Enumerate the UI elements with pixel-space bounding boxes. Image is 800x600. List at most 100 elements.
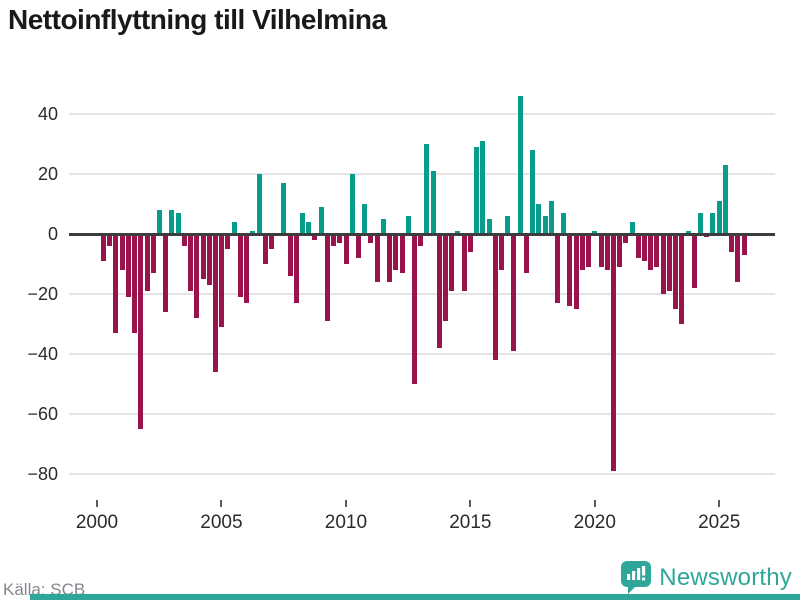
bar xyxy=(623,234,629,243)
bar xyxy=(188,234,194,291)
x-axis-tick xyxy=(718,500,721,507)
y-axis-tick-label: 40 xyxy=(37,104,58,124)
bar xyxy=(430,171,436,234)
bar xyxy=(150,234,156,273)
bar xyxy=(642,234,647,261)
bar xyxy=(157,210,162,234)
y-axis-tick-label: −20 xyxy=(27,284,58,304)
bar xyxy=(268,234,274,249)
bar xyxy=(716,201,722,234)
bar xyxy=(729,234,735,252)
zero-axis-line xyxy=(69,232,775,236)
bar xyxy=(212,234,218,372)
bar xyxy=(281,183,287,234)
bar xyxy=(163,234,169,312)
bar xyxy=(132,234,138,333)
bar xyxy=(704,234,710,237)
bar xyxy=(536,204,542,234)
bar xyxy=(629,222,635,234)
bar xyxy=(461,234,467,291)
gridline xyxy=(69,473,775,475)
bar xyxy=(125,234,131,297)
bar xyxy=(654,234,660,267)
bar xyxy=(579,234,585,270)
bar xyxy=(231,222,237,234)
bar xyxy=(673,234,679,309)
bar xyxy=(474,147,480,234)
bar xyxy=(735,234,741,282)
chart-title: Nettoinflyttning till Vilhelmina xyxy=(8,4,387,35)
bottom-accent-strip xyxy=(30,594,800,600)
bar xyxy=(175,213,181,234)
bar xyxy=(144,234,150,291)
bar xyxy=(486,219,492,234)
bar xyxy=(380,219,386,234)
bar xyxy=(113,234,119,333)
x-axis-tick-label: 2005 xyxy=(200,512,243,533)
bar xyxy=(194,234,200,318)
bar xyxy=(554,234,560,303)
bar xyxy=(181,234,187,246)
bar xyxy=(511,234,517,351)
bar xyxy=(362,204,368,234)
bar xyxy=(387,234,392,282)
x-axis-tick xyxy=(593,500,596,507)
y-axis-tick-label: 0 xyxy=(47,224,58,244)
bar xyxy=(411,234,417,384)
bar xyxy=(119,234,125,270)
y-axis-tick-label: 20 xyxy=(37,164,58,184)
bar xyxy=(542,216,548,234)
bar xyxy=(306,222,312,234)
bar xyxy=(337,234,343,243)
bar xyxy=(256,174,262,234)
bar xyxy=(138,234,144,429)
bar xyxy=(101,234,106,261)
bar xyxy=(691,234,697,288)
bar xyxy=(722,165,728,234)
gridline xyxy=(69,353,775,355)
bar xyxy=(480,141,486,234)
x-axis-tick-label: 2020 xyxy=(573,512,616,533)
bar xyxy=(399,234,405,273)
bar xyxy=(492,234,498,360)
bar xyxy=(617,234,623,267)
x-axis-tick xyxy=(96,500,98,507)
gridline xyxy=(69,293,775,295)
bar xyxy=(679,234,685,324)
bar xyxy=(244,234,249,303)
bar xyxy=(287,234,293,276)
bar xyxy=(698,213,703,234)
bar xyxy=(499,234,504,270)
bar xyxy=(586,234,591,267)
bar xyxy=(467,234,473,252)
y-axis-tick-label: −80 xyxy=(27,464,58,484)
bar xyxy=(598,234,604,267)
bar xyxy=(318,207,324,234)
bar xyxy=(293,234,299,303)
gridline xyxy=(69,173,775,175)
x-axis-tick-label: 2015 xyxy=(449,512,492,533)
bar xyxy=(368,234,374,243)
bar xyxy=(517,96,523,234)
bar xyxy=(200,234,206,279)
bar xyxy=(343,234,349,264)
gridline xyxy=(69,413,775,415)
bar xyxy=(505,216,511,234)
x-axis-tick xyxy=(220,500,223,507)
x-axis-tick xyxy=(344,500,347,507)
bar xyxy=(548,201,554,234)
bar xyxy=(237,234,243,297)
x-axis-tick-label: 2000 xyxy=(75,512,119,533)
bar xyxy=(107,234,113,246)
bar xyxy=(648,234,654,270)
bar xyxy=(573,234,579,309)
bar xyxy=(324,234,330,321)
y-axis-tick-label: −60 xyxy=(27,404,58,424)
bar xyxy=(424,144,430,234)
bar xyxy=(356,234,361,258)
bar xyxy=(666,234,672,291)
brand-name: Newsworthy xyxy=(659,563,792,591)
bar xyxy=(300,213,305,234)
x-axis-tick xyxy=(469,500,472,507)
